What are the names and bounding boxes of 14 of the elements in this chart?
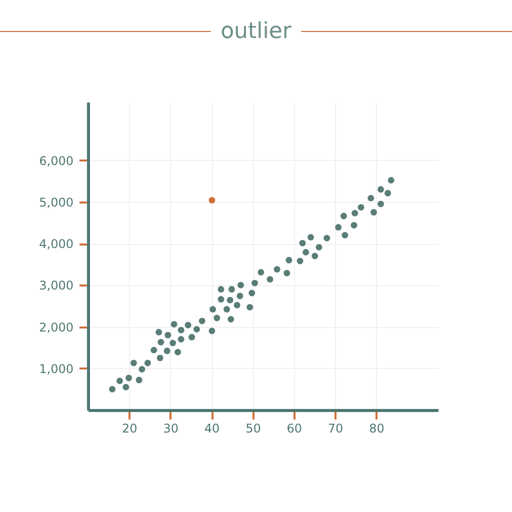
x-tick-label: 60 <box>286 422 302 436</box>
x-tick-label: 70 <box>328 422 344 436</box>
chart-title: outlier <box>220 18 292 44</box>
y-tick-label: 4,000 <box>39 237 74 252</box>
x-tick-label: 30 <box>163 422 178 436</box>
x-tick-label: 50 <box>246 422 261 436</box>
y-tick-label: 3,000 <box>39 278 74 293</box>
y-tick-label: 6,000 <box>39 154 74 168</box>
y-tick-label: 5,000 <box>39 195 74 210</box>
y-tick-label: 1,000 <box>39 362 74 376</box>
y-tick-label: 2,000 <box>39 320 74 334</box>
x-tick-label: 40 <box>204 422 220 436</box>
x-tick-label: 80 <box>369 422 384 436</box>
x-tick-label: 20 <box>122 422 138 436</box>
